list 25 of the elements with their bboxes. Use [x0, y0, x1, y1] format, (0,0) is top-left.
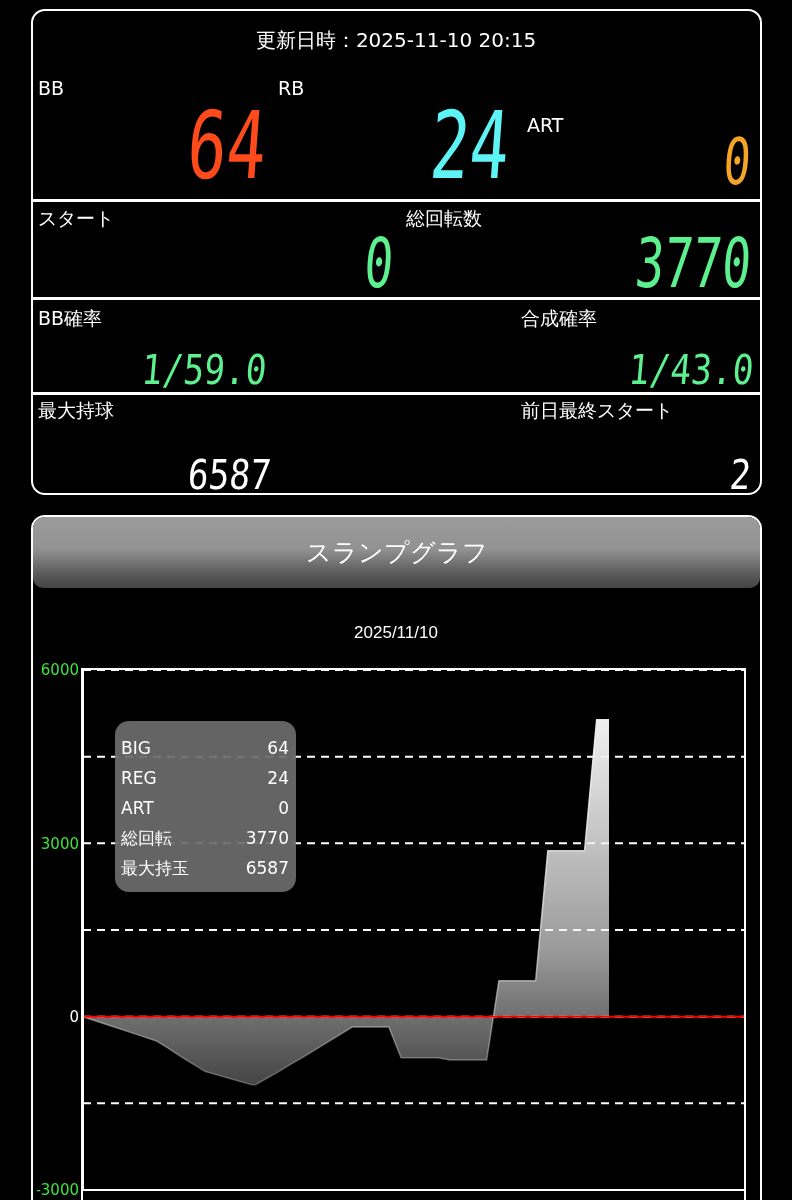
text: 64 [183, 91, 271, 201]
text: 24 [426, 91, 514, 201]
text: ART [527, 114, 564, 137]
text: 最大持球 [38, 399, 114, 422]
text: 3770 [632, 222, 754, 303]
text: 総回転数 [406, 207, 482, 230]
text: BB確率 [38, 307, 103, 330]
chart-subtitle: 2025/11/10 [353, 622, 439, 644]
text: 更新日時：2025-11-10 20:15 [254, 27, 538, 53]
y-tick-label: 0 [69, 1008, 79, 1027]
text: 前日最終スタート [521, 399, 673, 422]
y-tick-label: 3000 [40, 834, 79, 853]
text: 1/59.0 [140, 346, 270, 395]
text: 6587 [185, 451, 274, 500]
text: 2 [728, 451, 754, 500]
text: 0 [721, 124, 754, 200]
text: 0 [361, 222, 396, 303]
text: スタート [38, 207, 114, 230]
text: BB [38, 77, 65, 100]
y-tick-label: -3000 [35, 1181, 79, 1200]
y-tick-label: 6000 [40, 661, 79, 680]
text: 1/43.0 [627, 346, 757, 395]
chart-title: スランプグラフ [304, 537, 489, 569]
text: 合成確率 [521, 307, 597, 330]
text: RB [278, 77, 305, 100]
